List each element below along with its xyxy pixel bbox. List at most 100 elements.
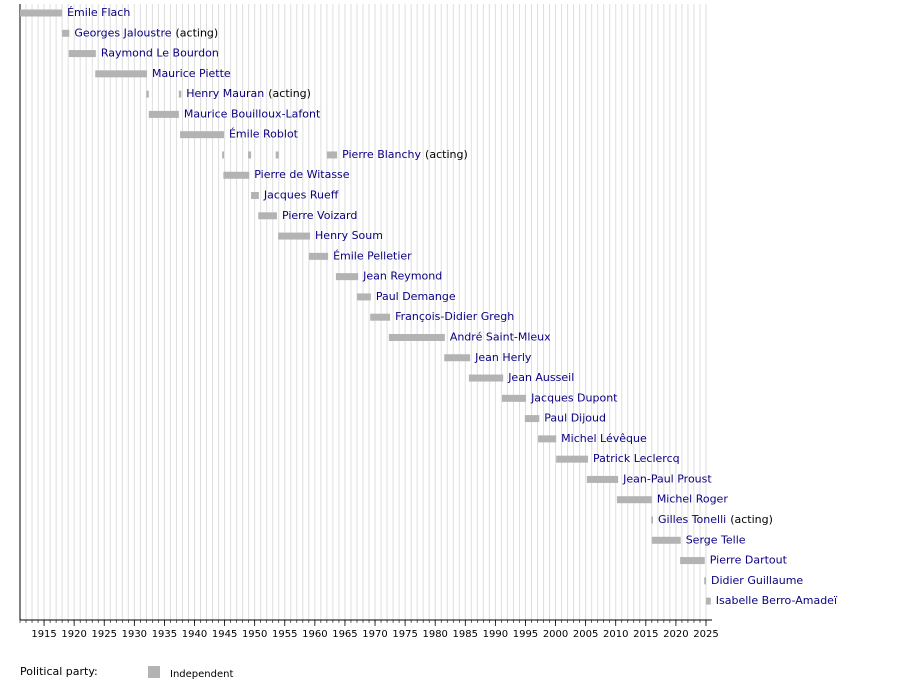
person-name[interactable]: Pierre Dartout <box>710 554 788 567</box>
person-name[interactable]: Jean Reymond <box>362 270 442 283</box>
x-tick-label: 1990 <box>483 629 508 640</box>
row-label: Maurice Piette <box>152 67 231 80</box>
term-bar <box>556 455 589 463</box>
person-name[interactable]: Isabelle Berro-Amadeï <box>716 594 838 607</box>
row-label: Émile Roblot <box>229 128 299 141</box>
note: (acting) <box>176 26 219 39</box>
person-name[interactable]: Jacques Dupont <box>530 391 618 404</box>
note: (acting) <box>730 513 773 526</box>
person-name[interactable]: Maurice Bouilloux-Lafont <box>184 107 321 120</box>
x-tick-label: 1985 <box>453 629 478 640</box>
x-tick-label: 1965 <box>332 629 357 640</box>
x-tick-label: 2020 <box>663 629 688 640</box>
person-name[interactable]: Gilles Tonelli <box>658 513 726 526</box>
person-name[interactable]: Jean Herly <box>474 351 532 364</box>
x-tick-label: 1930 <box>122 629 147 640</box>
note: (acting) <box>268 87 311 100</box>
term-bar <box>68 50 96 58</box>
note: (acting) <box>425 148 468 161</box>
x-tick-label: 2010 <box>603 629 628 640</box>
row-label: André Saint-Mleux <box>450 330 551 343</box>
x-tick-label: 1970 <box>362 629 387 640</box>
row-label: Jacques Rueff <box>263 189 339 202</box>
term-bar <box>248 151 252 159</box>
term-bar <box>524 415 540 423</box>
legend-title: Political party: <box>20 665 98 678</box>
legend-swatch <box>148 666 160 678</box>
person-name[interactable]: Maurice Piette <box>152 67 231 80</box>
person-name[interactable]: Henry Mauran <box>186 87 264 100</box>
person-name[interactable]: Pierre de Witasse <box>254 168 350 181</box>
term-bar <box>538 435 557 443</box>
term-bar <box>651 536 681 544</box>
x-tick-label: 1925 <box>92 629 117 640</box>
row-label: Pierre Voizard <box>282 209 357 222</box>
row-label: Émile Flach <box>67 6 130 19</box>
row-label: Patrick Leclercq <box>593 452 680 465</box>
row-label: Émile Pelletier <box>333 249 412 262</box>
row-label: Jean Herly <box>474 351 532 364</box>
x-tick-label: 1975 <box>392 629 417 640</box>
term-bar <box>308 252 329 260</box>
person-name[interactable]: Henry Soum <box>315 229 383 242</box>
term-bar <box>616 496 652 504</box>
person-name[interactable]: Jean Ausseil <box>507 371 574 384</box>
term-bar <box>146 90 149 98</box>
person-name[interactable]: Patrick Leclercq <box>593 452 680 465</box>
x-tick-label: 1955 <box>272 629 297 640</box>
x-tick-label: 1995 <box>513 629 538 640</box>
person-name[interactable]: Didier Guillaume <box>711 574 803 587</box>
row-label: Gilles Tonelli (acting) <box>658 513 773 526</box>
person-name[interactable]: François-Didier Gregh <box>395 310 514 323</box>
term-bar <box>278 232 311 240</box>
row-label: Pierre Dartout <box>710 554 788 567</box>
person-name[interactable]: Michel Lévêque <box>561 432 647 445</box>
row-label: Jacques Dupont <box>530 391 618 404</box>
term-bar <box>501 394 527 402</box>
row-label: Pierre de Witasse <box>254 168 350 181</box>
x-tick-label: 1960 <box>302 629 327 640</box>
row-label: Georges Jaloustre (acting) <box>74 26 218 39</box>
x-tick-label: 1980 <box>422 629 447 640</box>
person-name[interactable]: Georges Jaloustre <box>74 26 171 39</box>
x-tick-label: 2000 <box>543 629 568 640</box>
person-name[interactable]: Paul Demange <box>376 290 456 303</box>
person-name[interactable]: Jacques Rueff <box>263 189 339 202</box>
person-name[interactable]: Émile Pelletier <box>333 249 412 262</box>
term-bar <box>258 212 277 220</box>
term-bar <box>370 313 391 321</box>
x-tick-label: 2005 <box>573 629 598 640</box>
legend-label: Independent <box>170 669 233 680</box>
term-bar <box>680 557 705 565</box>
x-tick-label: 1920 <box>61 629 86 640</box>
term-bar <box>62 29 70 37</box>
term-bar <box>222 151 224 159</box>
person-name[interactable]: Émile Flach <box>67 6 130 19</box>
person-name[interactable]: Raymond Le Bourdon <box>101 47 219 60</box>
person-name[interactable]: Serge Telle <box>686 533 746 546</box>
term-bar <box>178 90 182 98</box>
row-label: Maurice Bouilloux-Lafont <box>184 107 321 120</box>
person-name[interactable]: Émile Roblot <box>229 128 299 141</box>
term-bar <box>651 516 654 524</box>
term-bar <box>275 151 279 159</box>
x-tick-label: 1945 <box>212 629 237 640</box>
row-label: Paul Demange <box>376 290 456 303</box>
person-name[interactable]: Pierre Blanchy <box>342 148 421 161</box>
term-bar <box>704 577 706 585</box>
x-tick-label: 1915 <box>31 629 56 640</box>
person-name[interactable]: Jean-Paul Proust <box>622 472 712 485</box>
person-name[interactable]: Michel Roger <box>657 493 729 506</box>
term-bar <box>95 70 147 78</box>
row-label: Serge Telle <box>686 533 746 546</box>
x-tick-label: 1935 <box>152 629 177 640</box>
row-label: Michel Roger <box>657 493 729 506</box>
row-label: Isabelle Berro-Amadeï <box>716 594 838 607</box>
person-name[interactable]: Pierre Voizard <box>282 209 357 222</box>
x-tick-label: 1940 <box>182 629 207 640</box>
person-name[interactable]: André Saint-Mleux <box>450 330 551 343</box>
person-name[interactable]: Paul Dijoud <box>544 412 606 425</box>
term-bar <box>20 9 63 17</box>
term-bar <box>223 171 250 179</box>
